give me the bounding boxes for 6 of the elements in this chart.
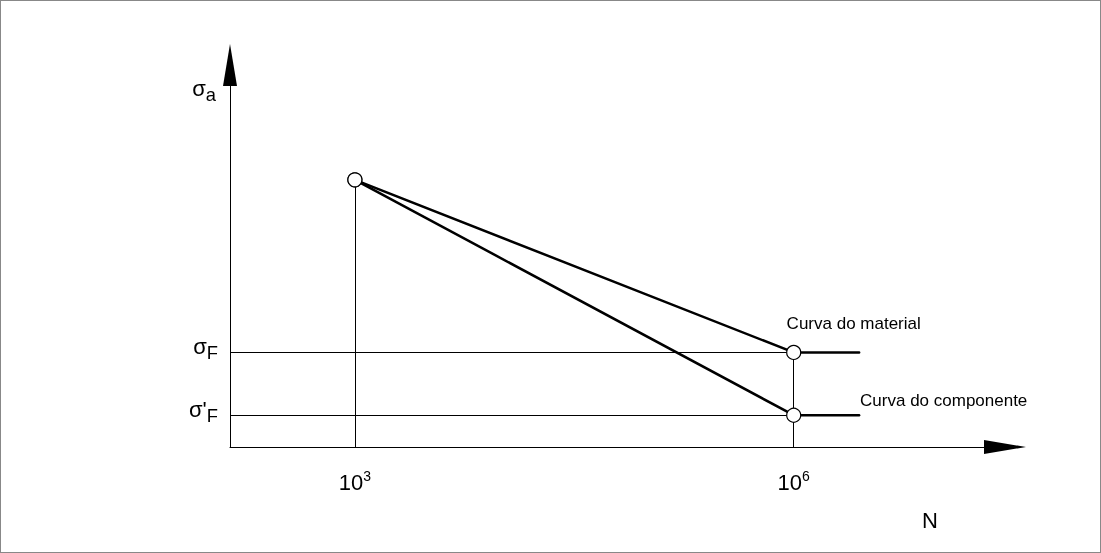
ref-line-label: σ'$_{F}$	[189, 397, 218, 427]
text: Curva do componente	[860, 390, 1028, 410]
y-axis-title: σ$_{a}$	[192, 76, 216, 106]
series-label: Curva do material	[786, 313, 921, 333]
ref-line-label: σ$_{F}$	[193, 334, 218, 364]
x-axis-title: N	[922, 507, 938, 533]
